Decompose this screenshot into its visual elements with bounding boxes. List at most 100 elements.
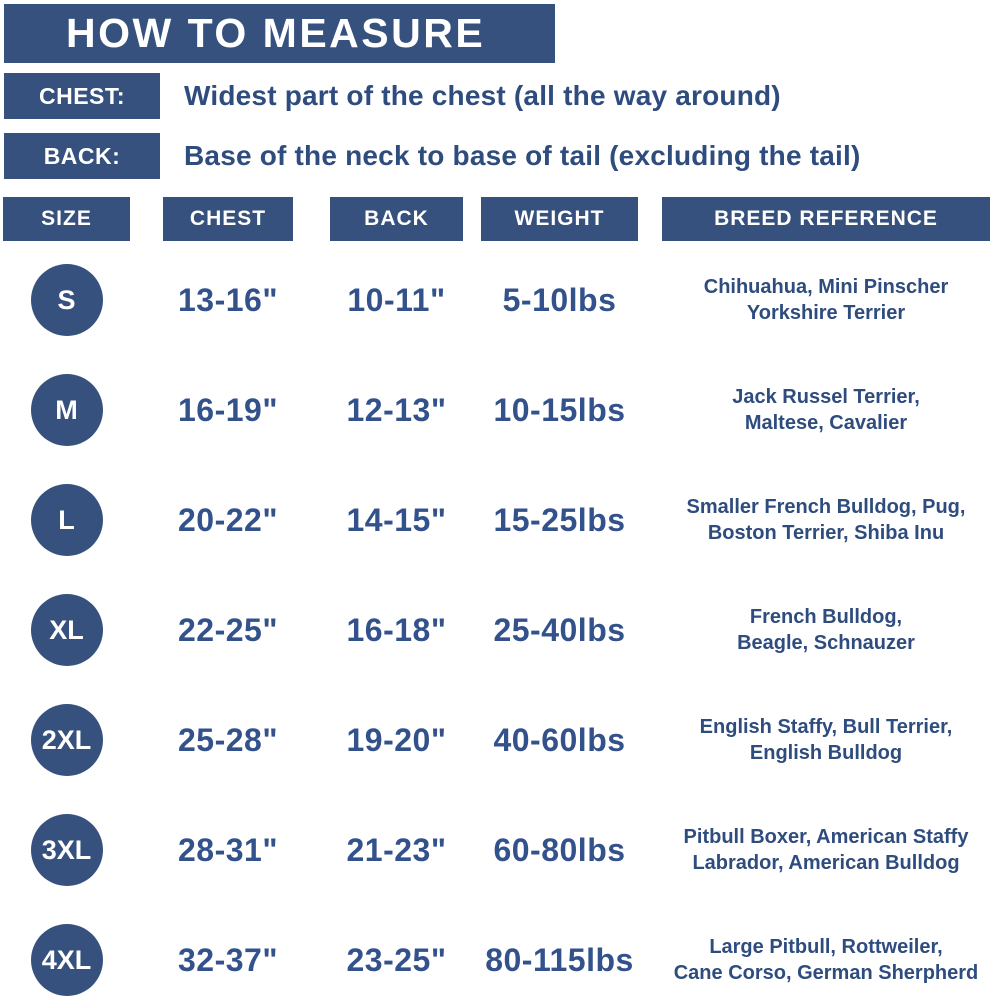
page-title-banner: HOW TO MEASURE: [4, 4, 555, 63]
back-value: 10-11": [347, 281, 446, 318]
back-cell: 14-15": [330, 465, 463, 575]
breed-line-2: Boston Terrier, Shiba Inu: [707, 522, 945, 544]
breed-cell: French Bulldog, Beagle, Schnauzer: [662, 575, 990, 685]
back-description: Base of the neck to base of tail (exclud…: [184, 140, 861, 171]
table-row: 4XL 32-37" 23-25" 80-115lbs Large Pitbul…: [3, 905, 992, 1000]
back-cell: 19-20": [330, 685, 463, 795]
breed-cell: Chihuahua, Mini Pinscher Yorkshire Terri…: [662, 245, 990, 355]
weight-cell: 80-115lbs: [481, 905, 638, 1000]
chest-cell: 16-19": [163, 355, 293, 465]
weight-cell: 15-25lbs: [481, 465, 638, 575]
table-row: 2XL 25-28" 19-20" 40-60lbs English Staff…: [3, 685, 992, 795]
chest-value: 25-28": [177, 721, 278, 758]
breed-line-2: English Bulldog: [749, 742, 903, 764]
back-value: 23-25": [346, 941, 447, 978]
column-header-size: SIZE: [3, 197, 130, 241]
chest-value: 20-22": [177, 501, 278, 538]
chest-cell: 32-37": [163, 905, 293, 1000]
breed-reference: Pitbull Boxer, American Staffy Labrador,…: [684, 824, 969, 877]
breed-line-1: Chihuahua, Mini Pinscher: [703, 275, 949, 298]
chest-value: 13-16": [177, 281, 278, 318]
weight-value: 25-40lbs: [493, 611, 626, 648]
breed-line-1: Jack Russel Terrier,: [732, 385, 920, 408]
breed-reference: Smaller French Bulldog, Pug, Boston Terr…: [687, 494, 966, 547]
size-cell: XL: [3, 575, 130, 685]
size-badge: 2XL: [30, 704, 103, 776]
table-body: S 13-16" 10-11" 5-10lbs Chihuahua, Mini …: [0, 245, 992, 1000]
back-cell: 23-25": [330, 905, 463, 1000]
back-cell: 12-13": [330, 355, 463, 465]
back-cell: 10-11": [330, 245, 463, 355]
table-row: 3XL 28-31" 21-23" 60-80lbs Pitbull Boxer…: [3, 795, 992, 905]
back-value: 12-13": [346, 391, 447, 428]
measure-guide-back: BACK: Base of the neck to base of tail (…: [0, 133, 992, 180]
back-value: 21-23": [346, 831, 447, 868]
breed-line-1: Smaller French Bulldog, Pug,: [686, 495, 966, 518]
back-cell: 16-18": [330, 575, 463, 685]
page-title: HOW TO MEASURE: [66, 10, 486, 56]
weight-cell: 60-80lbs: [481, 795, 638, 905]
back-label-badge: BACK:: [4, 133, 160, 179]
breed-line-2: Maltese, Cavalier: [744, 412, 908, 434]
chest-value: 16-19": [177, 391, 278, 428]
weight-value: 80-115lbs: [485, 941, 634, 978]
breed-line-1: French Bulldog,: [749, 605, 903, 628]
measure-guide-chest: CHEST: Widest part of the chest (all the…: [0, 73, 992, 120]
breed-line-2: Beagle, Schnauzer: [737, 632, 915, 654]
back-value: 19-20": [346, 721, 447, 758]
column-header-weight: WEIGHT: [481, 197, 638, 241]
weight-cell: 25-40lbs: [481, 575, 638, 685]
size-cell: 3XL: [3, 795, 130, 905]
table-header-row: SIZE CHEST BACK WEIGHT BREED REFERENCE: [3, 197, 992, 241]
weight-value: 40-60lbs: [493, 721, 626, 758]
size-cell: S: [3, 245, 130, 355]
weight-value: 60-80lbs: [493, 831, 626, 868]
breed-reference: English Staffy, Bull Terrier, English Bu…: [700, 714, 953, 767]
column-header-breed: BREED REFERENCE: [662, 197, 990, 241]
size-cell: L: [3, 465, 130, 575]
size-badge: S: [30, 264, 103, 336]
column-header-chest: CHEST: [163, 197, 293, 241]
breed-line-2: Yorkshire Terrier: [746, 302, 906, 324]
breed-reference: Chihuahua, Mini Pinscher Yorkshire Terri…: [704, 274, 948, 327]
chest-label-badge: CHEST:: [4, 73, 160, 119]
chest-value: 32-37": [177, 941, 278, 978]
column-header-back: BACK: [330, 197, 463, 241]
size-badge: L: [30, 484, 103, 556]
size-cell: 4XL: [3, 905, 130, 1000]
breed-reference: French Bulldog, Beagle, Schnauzer: [737, 604, 915, 657]
back-value: 14-15": [346, 501, 447, 538]
weight-cell: 10-15lbs: [481, 355, 638, 465]
chest-value: 28-31": [177, 831, 278, 868]
breed-line-1: English Staffy, Bull Terrier,: [699, 715, 953, 738]
breed-cell: Large Pitbull, Rottweiler, Cane Corso, G…: [662, 905, 990, 1000]
weight-value: 15-25lbs: [493, 501, 626, 538]
weight-value: 5-10lbs: [502, 281, 617, 318]
breed-cell: English Staffy, Bull Terrier, English Bu…: [662, 685, 990, 795]
size-badge: M: [30, 374, 103, 446]
table-row: XL 22-25" 16-18" 25-40lbs French Bulldog…: [3, 575, 992, 685]
breed-reference: Large Pitbull, Rottweiler, Cane Corso, G…: [674, 934, 979, 987]
chest-cell: 20-22": [163, 465, 293, 575]
chest-cell: 22-25": [163, 575, 293, 685]
back-cell: 21-23": [330, 795, 463, 905]
size-cell: 2XL: [3, 685, 130, 795]
chest-description: Widest part of the chest (all the way ar…: [184, 80, 781, 111]
chest-cell: 13-16": [163, 245, 293, 355]
breed-line-2: Labrador, American Bulldog: [692, 852, 960, 874]
chest-cell: 25-28": [163, 685, 293, 795]
size-badge: 4XL: [30, 924, 103, 996]
chest-cell: 28-31": [163, 795, 293, 905]
breed-cell: Pitbull Boxer, American Staffy Labrador,…: [662, 795, 990, 905]
breed-line-1: Pitbull Boxer, American Staffy: [683, 825, 969, 848]
breed-line-1: Large Pitbull, Rottweiler,: [709, 935, 943, 958]
size-badge: 3XL: [30, 814, 103, 886]
breed-line-2: Cane Corso, German Sherpherd: [673, 962, 979, 984]
size-cell: M: [3, 355, 130, 465]
breed-reference: Jack Russel Terrier, Maltese, Cavalier: [732, 384, 920, 437]
weight-cell: 5-10lbs: [481, 245, 638, 355]
table-row: M 16-19" 12-13" 10-15lbs Jack Russel Ter…: [3, 355, 992, 465]
back-value: 16-18": [346, 611, 447, 648]
weight-cell: 40-60lbs: [481, 685, 638, 795]
